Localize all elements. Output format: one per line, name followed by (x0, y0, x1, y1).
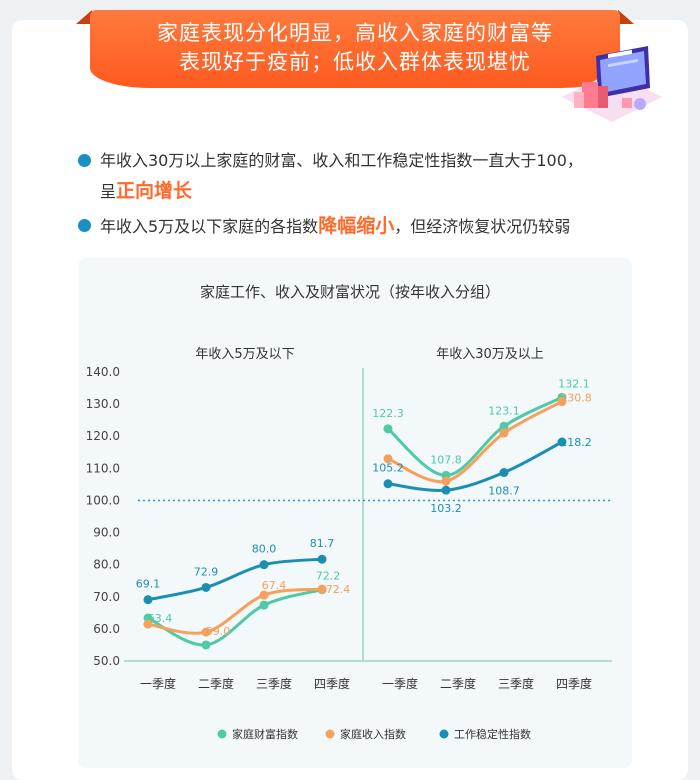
bullet-1-text: 年收入30万以上家庭的财富、收入和工作稳定性指数一直大于100， (100, 151, 583, 170)
data-point-work (201, 582, 211, 592)
y-tick-label: 110.0 (86, 461, 120, 475)
data-label-wealth: 107.8 (430, 453, 462, 466)
x-tick-label: 一季度 (140, 676, 176, 691)
data-point-work (557, 437, 567, 447)
data-label-wealth: 122.3 (372, 407, 404, 420)
x-tick-label: 四季度 (556, 676, 592, 691)
data-point-income (259, 590, 269, 600)
data-point-income (441, 476, 451, 486)
chart-title: 家庭工作、收入及财富状况（按年收入分组） (200, 283, 500, 301)
data-point-income (499, 428, 509, 438)
series-line-income (387, 400, 563, 484)
data-label-wealth: 63.4 (148, 612, 173, 625)
quarterly-index-chart: 家庭工作、收入及财富状况（按年收入分组） 50.0 60.0 70.0 80.0 90.0… (86, 283, 612, 741)
series-line-work (387, 440, 563, 492)
data-point-work (441, 485, 451, 495)
bullet-dot-icon (78, 219, 91, 232)
y-tick-label: 60.0 (93, 622, 120, 636)
legend-swatch-wealth (217, 729, 227, 739)
data-point-work (317, 554, 327, 564)
series-line-work (147, 557, 323, 602)
data-label-wealth: 132.1 (558, 377, 590, 390)
headline-banner: 家庭表现分化明显，高收入家庭的财富等 表现好于疫前；低收入群体表现堪忧 (90, 10, 620, 88)
data-point-work (143, 595, 153, 605)
data-point-work (499, 468, 509, 478)
y-tick-label: 80.0 (93, 558, 120, 572)
data-label-wealth: 72.2 (316, 570, 341, 583)
y-tick-label: 140.0 (86, 365, 120, 379)
panel-subtitle: 年收入5万及以下 (195, 347, 294, 362)
data-label-work: 80.0 (252, 543, 277, 556)
data-label-income: 67.4 (262, 579, 287, 592)
series-line-income (147, 587, 323, 635)
bullet-2-highlight: 降幅缩小 (318, 215, 395, 237)
legend-swatch-work (439, 729, 449, 739)
y-tick-label: 50.0 (93, 654, 120, 668)
legend-label-wealth: 家庭财富指数 (232, 727, 298, 741)
data-point-wealth (259, 600, 269, 610)
chart-panel (78, 258, 632, 768)
data-label-work: 69.1 (136, 578, 161, 591)
bullet-high-income: 年收入30万以上家庭的财富、收入和工作稳定性指数一直大于100， 呈正向增长 (78, 146, 658, 207)
y-tick-label: 70.0 (93, 590, 120, 604)
data-point-work (383, 479, 393, 489)
panel-subtitle: 年收入30万及以上 (436, 347, 544, 362)
bullet-2-post: ，但经济恢复状况仍较弱 (394, 217, 571, 236)
bullet-2-pre: 年收入5万及以下家庭的各指数 (100, 217, 319, 236)
x-tick-label: 四季度 (314, 676, 350, 691)
headline-line-2: 表现好于疫前；低收入群体表现堪忧 (179, 50, 531, 74)
data-label-work: 108.7 (488, 485, 520, 498)
series-line-wealth (147, 588, 323, 647)
x-tick-label: 二季度 (440, 676, 476, 691)
data-label-work: 72.9 (194, 565, 219, 578)
bullet-low-income: 年收入5万及以下家庭的各指数降幅缩小，但经济恢复状况仍较弱 (78, 211, 658, 242)
data-point-income (201, 627, 211, 637)
data-label-income: 59.0 (206, 625, 231, 638)
bullet-1-line2: 呈 (100, 182, 117, 201)
data-label-work: 118.2 (560, 436, 592, 449)
bullet-list: 年收入30万以上家庭的财富、收入和工作稳定性指数一直大于100， 呈正向增长 年… (78, 146, 658, 242)
data-label-wealth: 123.1 (488, 404, 520, 417)
data-label-work: 103.2 (430, 502, 462, 515)
data-point-income (317, 584, 327, 594)
data-label-income: 130.8 (560, 392, 592, 405)
legend-label-work: 工作稳定性指数 (454, 727, 531, 741)
y-tick-label: 100.0 (86, 493, 120, 507)
bullet-dot-icon (78, 154, 91, 167)
x-tick-label: 二季度 (198, 676, 234, 691)
legend-swatch-income (325, 729, 335, 739)
y-tick-label: 90.0 (93, 526, 120, 540)
data-label-work: 105.2 (372, 462, 404, 475)
data-point-income (557, 397, 567, 407)
series-line-wealth (387, 396, 563, 477)
x-tick-label: 三季度 (498, 676, 534, 691)
data-point-wealth (499, 421, 509, 431)
y-tick-label: 130.0 (86, 397, 120, 411)
data-point-income (383, 454, 393, 464)
data-point-wealth (383, 424, 393, 434)
data-label-work: 81.7 (310, 537, 335, 550)
legend-label-income: 家庭收入指数 (340, 727, 406, 741)
data-point-work (259, 560, 269, 570)
y-tick-label: 120.0 (86, 429, 120, 443)
data-point-income (143, 619, 153, 629)
data-label-income: 72.4 (326, 583, 351, 596)
x-tick-label: 一季度 (382, 676, 418, 691)
data-point-wealth (201, 640, 211, 650)
headline-line-1: 家庭表现分化明显，高收入家庭的财富等 (157, 21, 553, 45)
bullet-1-highlight: 正向增长 (116, 180, 193, 202)
data-dashboard-illustration-icon (562, 46, 662, 122)
x-tick-label: 三季度 (256, 676, 292, 691)
